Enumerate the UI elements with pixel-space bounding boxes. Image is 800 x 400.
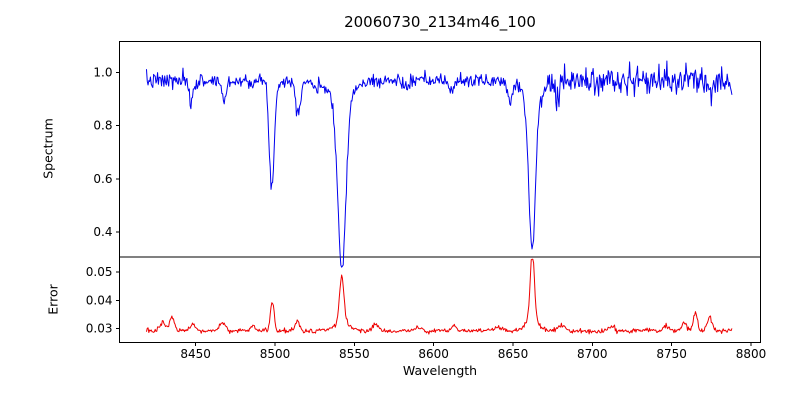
x-tick-label: 8600	[418, 347, 449, 361]
error-line	[145, 258, 733, 335]
error-panel-spines	[119, 256, 761, 343]
x-tick-label: 8700	[577, 347, 608, 361]
x-tick-label: 8500	[260, 347, 291, 361]
x-tick-label: 8650	[498, 347, 529, 361]
error-tick-label: 0.03	[86, 322, 113, 336]
spectrum-tick-label: 0.4	[93, 225, 112, 239]
x-axis-label: Wavelength	[402, 363, 478, 378]
figure-title: 20060730_2134m46_100	[344, 13, 536, 31]
spectrum-line	[145, 60, 733, 268]
error-tick-label: 0.04	[86, 293, 113, 307]
spectrum-tick-label: 0.8	[93, 119, 112, 133]
x-tick-label: 8800	[736, 347, 767, 361]
x-tick-label: 8750	[656, 347, 687, 361]
spectrum-y-axis-label: Spectrum	[40, 118, 56, 179]
spectrum-tick-label: 0.6	[93, 172, 112, 186]
x-tick-label: 8550	[339, 347, 370, 361]
x-tick-label: 8450	[180, 347, 211, 361]
error-y-axis-label: Error	[45, 284, 61, 315]
spectrum-tick-label: 1.0	[93, 65, 112, 79]
error-tick-label: 0.05	[86, 265, 113, 279]
